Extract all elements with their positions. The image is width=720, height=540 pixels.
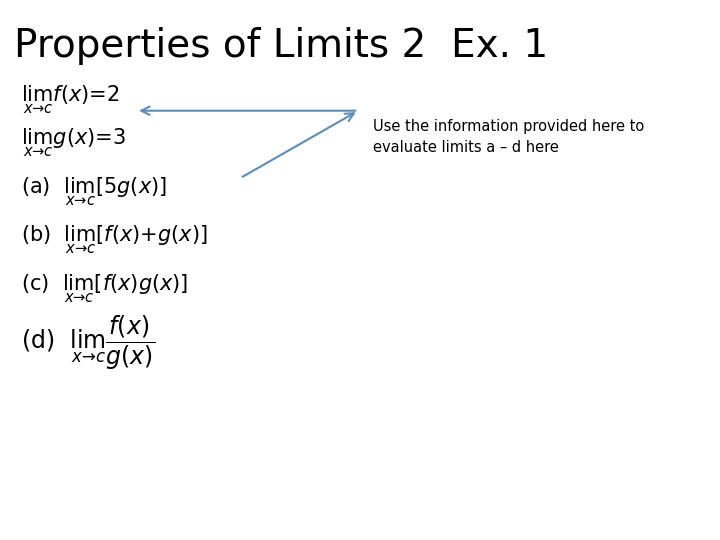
Text: Properties of Limits 2  Ex. 1: Properties of Limits 2 Ex. 1 bbox=[14, 27, 549, 65]
Text: (c)  $\lim_{x \to c} \left[f(x)g(x)\right]$: (c) $\lim_{x \to c} \left[f(x)g(x)\right… bbox=[22, 273, 189, 305]
Text: $\lim_{x \to c} f(x) = 2$: $\lim_{x \to c} f(x) = 2$ bbox=[22, 84, 120, 116]
Text: (d)  $\lim_{x \to c} \dfrac{f(x)}{g(x)}$: (d) $\lim_{x \to c} \dfrac{f(x)}{g(x)}$ bbox=[22, 314, 156, 372]
Text: $\lim_{x \to c} g(x) = 3$: $\lim_{x \to c} g(x) = 3$ bbox=[22, 127, 127, 159]
Text: Use the information provided here to
evaluate limits a – d here: Use the information provided here to eva… bbox=[373, 119, 644, 155]
Text: (a)  $\lim_{x \to c} \left[5g(x)\right]$: (a) $\lim_{x \to c} \left[5g(x)\right]$ bbox=[22, 176, 168, 208]
Text: (b)  $\lim_{x \to c} \left[f(x) + g(x)\right]$: (b) $\lim_{x \to c} \left[f(x) + g(x)\ri… bbox=[22, 224, 208, 256]
